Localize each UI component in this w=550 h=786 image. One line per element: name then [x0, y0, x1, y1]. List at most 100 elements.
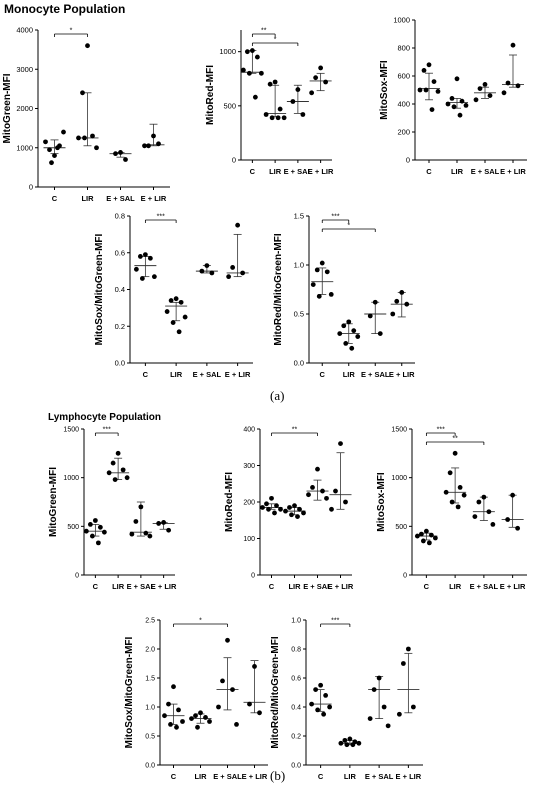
data-point	[133, 519, 139, 524]
data-point	[443, 489, 449, 495]
data-point	[176, 329, 182, 335]
y-tick-label: 0.0	[291, 763, 301, 770]
x-tick-label: E + LIR	[389, 370, 415, 379]
data-point	[371, 687, 377, 692]
y-tick-label: 0.4	[291, 705, 301, 712]
x-tick-label: LIR	[343, 370, 356, 379]
data-point	[47, 147, 52, 153]
data-point	[323, 79, 329, 85]
data-point	[487, 93, 493, 98]
x-tick-label: E + SAL	[365, 772, 394, 781]
x-tick-label: LIR	[112, 582, 125, 591]
data-point	[431, 79, 437, 84]
data-point	[329, 506, 334, 512]
data-point	[447, 470, 453, 476]
data-point	[124, 475, 130, 481]
data-point	[171, 684, 176, 690]
y-axis-label: MitoRed/MitoGreen-MFI	[270, 636, 281, 748]
data-point	[207, 719, 212, 724]
panel-a-caption: (a)	[270, 388, 285, 403]
data-point	[515, 83, 521, 89]
x-tick-label: LIR	[451, 167, 464, 176]
x-tick-label: LIR	[449, 582, 462, 591]
x-tick-label: E + SAL	[471, 167, 500, 176]
y-tick-label: 0	[251, 573, 255, 580]
data-point	[435, 89, 441, 94]
significance-label: *	[347, 223, 350, 230]
chart-10: 0.0 0.2 0.4 0.6 0.8 1.0 MitoRed/MitoGreen-MFI C…	[270, 618, 423, 781]
data-point	[313, 75, 319, 81]
data-point	[423, 87, 429, 93]
data-point	[234, 722, 239, 727]
data-point	[113, 151, 118, 157]
y-tick-label: 0.0	[294, 359, 304, 368]
data-point	[82, 135, 87, 141]
x-tick-label: E + LIR	[308, 167, 334, 176]
data-point	[178, 299, 184, 305]
data-point	[139, 276, 145, 281]
data-point	[341, 323, 347, 329]
significance-label: *	[199, 618, 202, 625]
data-point	[272, 79, 278, 85]
data-point	[377, 331, 383, 336]
y-tick-label: 0.8	[115, 212, 125, 221]
x-tick-label: E + LIR	[141, 194, 167, 203]
data-point	[129, 531, 135, 537]
chart-3: 0 200 400 600 800 1000 MitoSox-MFI C LIR E + SAL E…	[379, 16, 527, 176]
data-point	[295, 514, 300, 519]
data-point	[457, 112, 463, 118]
data-point	[166, 527, 172, 533]
data-point	[394, 298, 400, 304]
data-point	[343, 499, 348, 505]
data-point	[168, 298, 174, 303]
data-point	[404, 301, 410, 307]
y-axis-label: MitoRed/MitoGreen-MFI	[273, 233, 284, 345]
significance-label: *	[274, 37, 277, 44]
data-point	[89, 533, 95, 539]
x-tick-label: C	[171, 772, 177, 781]
data-point	[118, 150, 123, 155]
data-point	[367, 716, 373, 721]
data-point	[400, 661, 406, 666]
data-point	[316, 293, 322, 299]
data-point	[244, 49, 250, 55]
data-point	[417, 87, 423, 93]
y-axis-label: MitoGreen-MFI	[48, 467, 59, 537]
data-point	[61, 129, 66, 135]
y-tick-label: 1500	[391, 427, 407, 434]
data-point	[269, 495, 274, 501]
data-point	[463, 103, 469, 108]
data-point	[432, 535, 438, 541]
data-point	[49, 160, 54, 166]
x-tick-label: LIR	[81, 194, 94, 203]
data-point	[426, 62, 432, 68]
data-point	[133, 266, 139, 272]
data-point	[420, 538, 426, 544]
significance-label: **	[261, 28, 267, 35]
data-point	[342, 737, 348, 743]
data-point	[142, 252, 148, 257]
data-point	[254, 54, 260, 60]
data-point	[338, 441, 343, 446]
data-point	[449, 499, 455, 505]
data-point	[324, 495, 329, 501]
data-point	[80, 90, 85, 96]
data-point	[314, 267, 320, 273]
data-point	[195, 724, 200, 730]
data-point	[52, 153, 57, 159]
data-point	[505, 517, 511, 522]
y-tick-label: 600	[397, 72, 410, 81]
data-point	[258, 70, 264, 76]
data-point	[274, 503, 279, 509]
data-point	[295, 87, 301, 92]
data-point	[112, 477, 118, 483]
y-tick-label: 0	[232, 156, 236, 165]
data-point	[123, 157, 128, 162]
data-point	[120, 467, 126, 473]
data-point	[355, 334, 361, 339]
data-point	[315, 707, 321, 713]
data-point	[90, 133, 95, 139]
